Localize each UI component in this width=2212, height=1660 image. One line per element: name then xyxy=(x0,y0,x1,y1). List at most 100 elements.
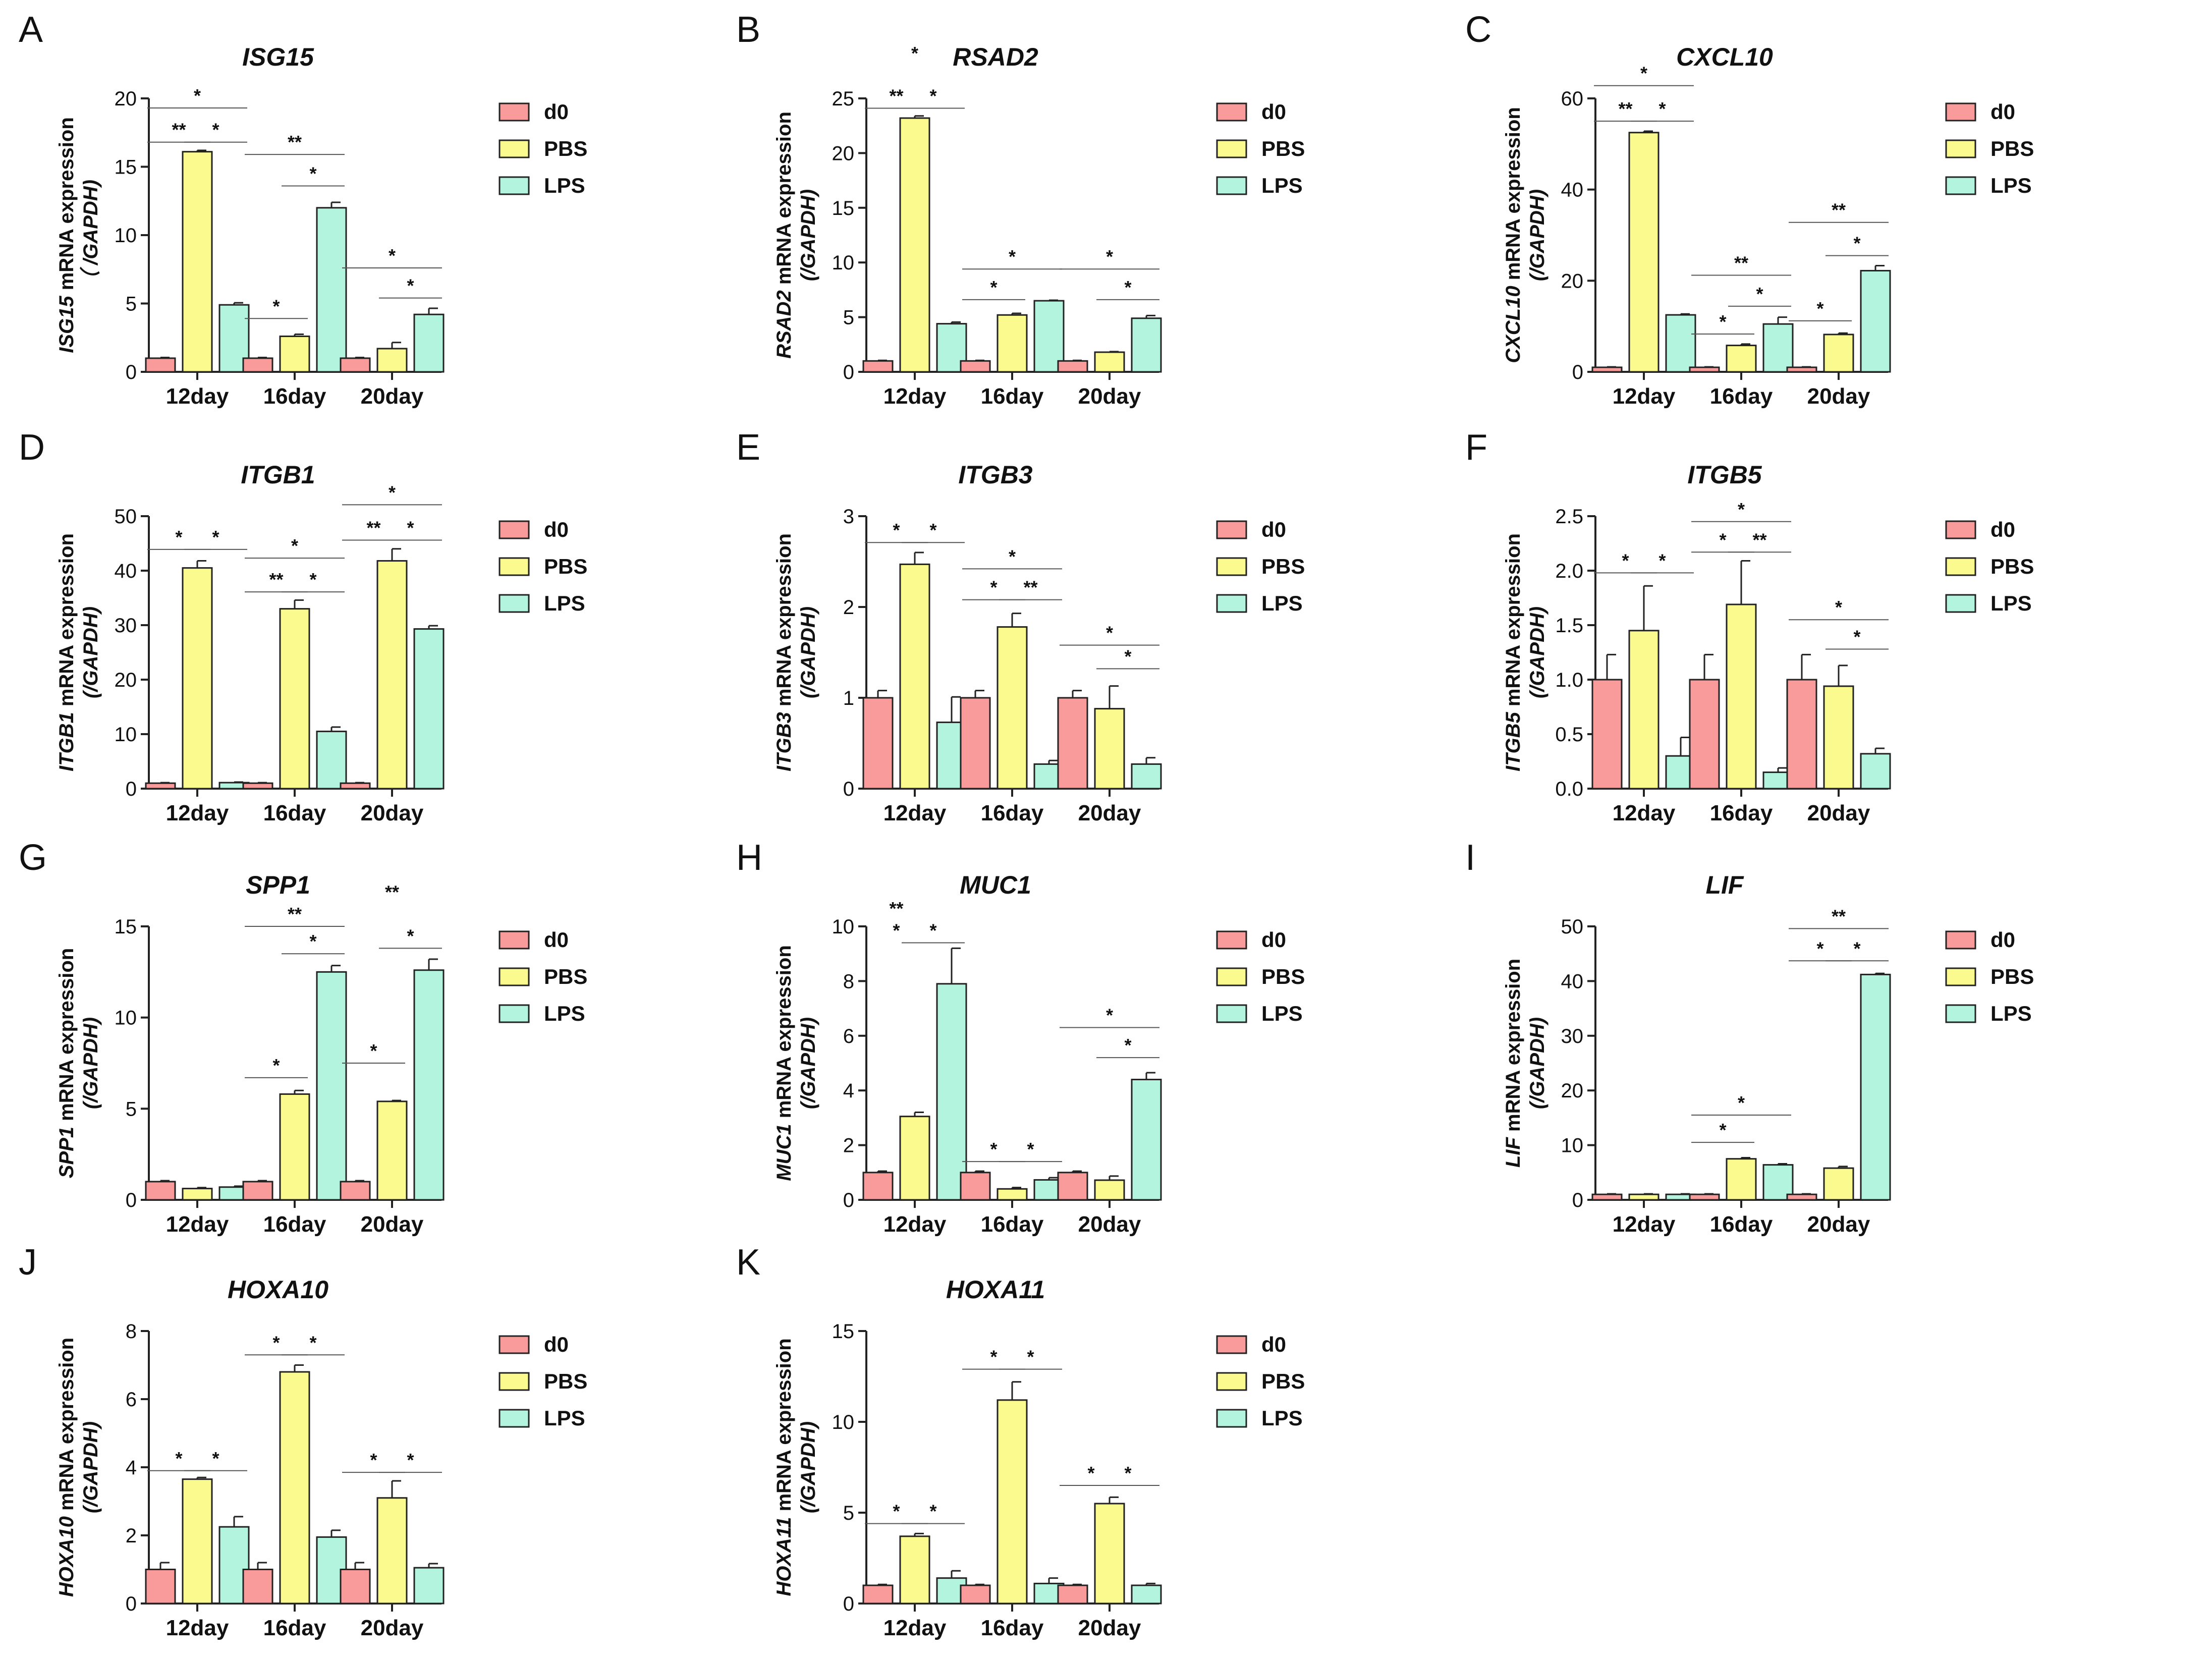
x-tick-label: 12day xyxy=(166,1616,229,1640)
y-axis-label-line1: ITGB1 mRNA expression xyxy=(56,533,78,771)
y-axis-label-line2: (/GAPDH) xyxy=(797,1421,819,1513)
y-axis-gene: HOXA11 xyxy=(773,1517,795,1596)
legend-swatch-d0 xyxy=(1945,520,1976,539)
significance-label: ** xyxy=(1023,577,1037,598)
significance-label: * xyxy=(309,569,316,590)
x-tick-label: 20day xyxy=(1078,1212,1141,1237)
significance-label: * xyxy=(309,931,316,952)
y-tick-label: 4 xyxy=(126,1457,137,1479)
y-axis-label-line2: (/GAPDH) xyxy=(1526,606,1549,698)
y-axis-label-line2: （ /GAPDH) xyxy=(80,180,102,291)
significance-label: * xyxy=(407,518,414,538)
significance-label: * xyxy=(1719,1120,1726,1140)
legend-swatch-pbs xyxy=(499,967,530,986)
bar-pbs xyxy=(899,1116,930,1201)
significance-label: * xyxy=(1106,246,1113,267)
y-axis-gene: HOXA10 xyxy=(56,1516,78,1597)
legend-swatch-d0 xyxy=(1216,102,1247,122)
x-tick-label: 20day xyxy=(361,1616,424,1640)
bar-d0 xyxy=(1057,697,1088,790)
significance-label: * xyxy=(389,482,396,503)
y-axis-unit: mRNA expression xyxy=(1502,959,1524,1137)
legend-label-lps: LPS xyxy=(544,1002,585,1025)
legend-swatch-lps xyxy=(499,176,530,195)
y-tick-label: 8 xyxy=(126,1320,137,1343)
legend-label-d0: d0 xyxy=(1261,928,1286,952)
y-axis-gene: MUC1 xyxy=(773,1124,795,1181)
legend-label-d0: d0 xyxy=(1261,100,1286,124)
bar-lps xyxy=(1860,753,1891,790)
x-tick-label: 12day xyxy=(166,801,229,825)
bar-lps xyxy=(1131,1079,1162,1201)
legend-swatch-lps xyxy=(1216,176,1247,195)
bar-pbs xyxy=(279,1371,310,1604)
bar-d0 xyxy=(1786,679,1817,790)
legend-swatch-d0 xyxy=(499,520,530,539)
y-tick-label: 10 xyxy=(832,1411,855,1433)
bar-lps xyxy=(936,983,967,1201)
bar-lps xyxy=(1131,317,1162,373)
legend-swatch-d0 xyxy=(1945,102,1976,122)
x-tick-label: 20day xyxy=(1807,801,1870,825)
bar-pbs xyxy=(899,563,930,790)
chart-title: SPP1 xyxy=(246,871,310,899)
y-tick-label: 2 xyxy=(843,1135,854,1157)
panel-letter: E xyxy=(736,427,760,468)
significance-label: * xyxy=(893,920,900,941)
legend-swatch-lps xyxy=(1945,176,1976,195)
y-tick-label: 10 xyxy=(115,1007,137,1029)
significance-label: ** xyxy=(1832,200,1846,220)
significance-label: ** xyxy=(288,132,302,152)
chart-title: RSAD2 xyxy=(953,43,1038,71)
significance-label: * xyxy=(194,85,201,106)
legend-label-pbs: PBS xyxy=(544,137,587,160)
significance-label: * xyxy=(1719,529,1726,550)
y-tick-label: 20 xyxy=(115,88,137,110)
panel-letter: K xyxy=(736,1242,760,1283)
chart-title: ITGB5 xyxy=(1687,461,1762,489)
x-tick-label: 16day xyxy=(981,1212,1044,1237)
legend-label-lps: LPS xyxy=(1990,174,2032,197)
significance-label: * xyxy=(1816,298,1823,319)
legend-label-d0: d0 xyxy=(1261,518,1286,541)
legend-swatch-lps xyxy=(1945,594,1976,613)
y-axis-label-line2: (/GAPDH) xyxy=(1526,189,1549,281)
significance-label: * xyxy=(1124,646,1131,667)
significance-label: * xyxy=(1853,627,1860,647)
bar-lps xyxy=(1762,323,1794,373)
y-tick-label: 1 xyxy=(843,687,854,709)
y-tick-label: 10 xyxy=(1561,1135,1584,1157)
significance-label: * xyxy=(1756,284,1763,304)
bar-d0 xyxy=(1689,1193,1720,1201)
bar-pbs xyxy=(1823,334,1854,373)
chart-title: HOXA11 xyxy=(946,1276,1045,1304)
significance-label: * xyxy=(1087,1463,1094,1483)
bar-lps xyxy=(1860,269,1891,373)
x-tick-label: 16day xyxy=(263,1616,326,1640)
y-axis-label: ITGB3 mRNA expression (/GAPDH) xyxy=(773,533,819,771)
y-tick-label: 40 xyxy=(1561,179,1584,201)
bar-pbs xyxy=(1628,132,1660,373)
significance-label: * xyxy=(929,1501,936,1522)
y-axis-unit: mRNA expression xyxy=(773,945,795,1124)
legend-swatch-d0 xyxy=(1945,930,1976,950)
panel-letter: H xyxy=(736,838,762,878)
y-tick-label: 20 xyxy=(1561,270,1584,292)
significance-label: * xyxy=(370,1040,377,1061)
legend-label-d0: d0 xyxy=(544,928,569,952)
legend-swatch-lps xyxy=(499,1004,530,1023)
y-tick-label: 20 xyxy=(1561,1080,1584,1102)
bar-pbs xyxy=(1094,1503,1125,1604)
significance-label: * xyxy=(990,1139,997,1159)
y-tick-label: 2 xyxy=(843,596,854,619)
y-axis-label-line1: HOXA10 mRNA expression xyxy=(56,1338,78,1597)
bar-pbs xyxy=(376,1100,408,1201)
y-axis-label-line2: (/GAPDH) xyxy=(80,606,102,698)
y-tick-label: 0 xyxy=(843,1593,854,1615)
y-tick-label: 5 xyxy=(126,293,137,315)
